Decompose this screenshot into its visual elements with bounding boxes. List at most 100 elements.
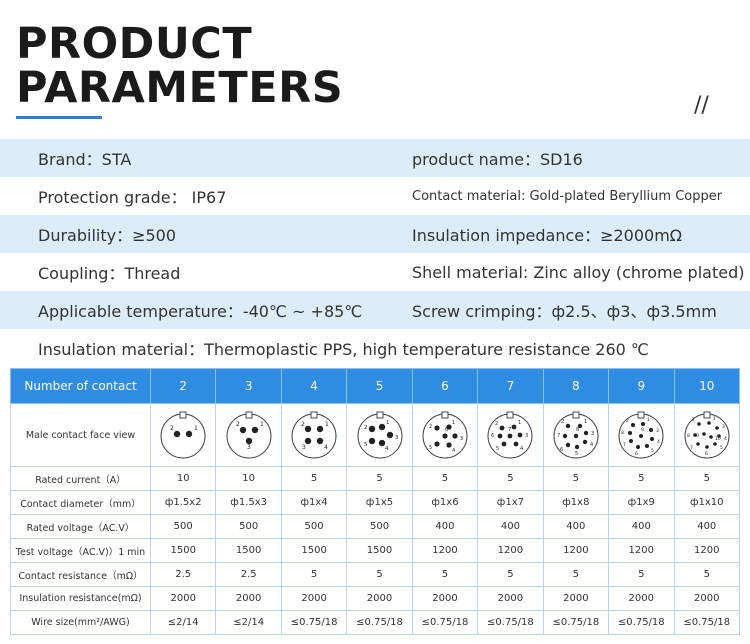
table-cell: 400 xyxy=(411,514,479,539)
table-cell: 2.5 xyxy=(149,562,217,587)
contact-pin xyxy=(636,445,641,449)
table-cell: 1500 xyxy=(149,538,217,563)
param-screw-crimping: Screw crimping：ф2.5、ф3、ф3.5mm xyxy=(412,302,717,321)
table-cell: 400 xyxy=(542,514,610,539)
pin-number: 4 xyxy=(590,442,593,448)
contact-pin xyxy=(708,435,713,439)
table-cell: 2000 xyxy=(411,586,479,611)
table-cell: ф1x8 xyxy=(542,490,610,515)
connector-key xyxy=(376,411,384,419)
contact-pin xyxy=(316,437,324,445)
table-cell: ≤0.75/18 xyxy=(542,610,610,635)
table-cell: ф1x4 xyxy=(280,490,348,515)
pin-number: 9 xyxy=(641,427,644,433)
pin-number: 1 xyxy=(647,417,650,423)
contact-count: 4 xyxy=(280,368,348,404)
connector-key xyxy=(506,411,514,419)
table-row: Wire size(mm²/AWG) ≤2/14 ≤2/14 ≤0.75/18 ≤0.7… xyxy=(10,610,740,635)
contact-pin xyxy=(316,425,324,433)
table-cell: 1200 xyxy=(542,538,610,563)
param-coupling: Coupling：Thread xyxy=(38,264,181,283)
table-cell: 1500 xyxy=(215,538,282,563)
contact-pin xyxy=(582,439,588,445)
pin-number: 4 xyxy=(385,446,389,452)
pin-number: 5 xyxy=(364,442,368,448)
pin-number: 7 xyxy=(690,445,693,451)
table-cell: ≤0.75/18 xyxy=(346,610,413,635)
table-cell: ф1x5 xyxy=(346,490,413,515)
connector-face-icon: 2 1 34 5 xyxy=(357,411,403,459)
table-row: Contact resistance（mΩ） 2.5 2.5 5 5 5 5 5 5 5 xyxy=(10,562,740,587)
table-row: Insulation resistance(mΩ) 2000 2000 2000 200… xyxy=(10,586,740,611)
contact-pin xyxy=(186,430,193,438)
contact-pin xyxy=(251,426,258,434)
table-row: Rated voltage（AC.V） 500 500 500 500 400 400 400… xyxy=(10,514,740,539)
table-cell: ф1.5x2 xyxy=(149,490,217,515)
face-view-cell: 2 1 3 4 5 6 7 xyxy=(477,403,544,467)
table-cell: 500 xyxy=(149,514,217,539)
pin-number: 7 xyxy=(557,433,560,439)
table-cell: ф1x9 xyxy=(608,490,675,515)
row-label: Rated current（A） xyxy=(10,466,151,491)
connector-face-icon: 2 1 3 4 5 6 7 xyxy=(487,411,533,459)
contact-pin xyxy=(650,437,655,441)
connector-face-icon: 2 1 34 5 6 xyxy=(422,411,468,459)
contact-pin xyxy=(174,430,181,438)
pin-number: 1 xyxy=(194,425,198,432)
pin-number: 8 xyxy=(621,430,624,436)
contact-pin xyxy=(628,431,633,435)
row-label: Rated voltage（AC.V） xyxy=(10,514,151,539)
connector-outline xyxy=(160,413,206,459)
contact-pin xyxy=(631,423,636,427)
table-cell: 2000 xyxy=(280,586,348,611)
pin-number: 8 xyxy=(576,427,579,433)
table-cell: 1500 xyxy=(346,538,413,563)
table-cell: 2000 xyxy=(346,586,413,611)
table-cell: 5 xyxy=(411,562,479,587)
pin-number: 2 xyxy=(429,424,432,430)
face-view-cell: 2 1 3 xyxy=(215,403,282,467)
contact-pin xyxy=(518,432,523,438)
table-cell: 5 xyxy=(542,562,610,587)
page-title: PRODUCT PARAMETERS xyxy=(16,22,343,110)
param-row: Insulation material：Thermoplastic PPS, h… xyxy=(0,329,750,367)
connector-face-icon: 2 13 45 6 78 9 10 xyxy=(684,411,730,459)
table-cell: ф1x6 xyxy=(411,490,479,515)
table-cell: 2000 xyxy=(673,586,740,611)
title-underline xyxy=(16,116,102,119)
contact-pin xyxy=(573,433,579,439)
table-cell: 400 xyxy=(477,514,544,539)
contact-pin xyxy=(514,441,519,447)
pin-number: 2 xyxy=(626,418,629,424)
contact-pin xyxy=(565,442,571,448)
table-cell: ≤2/14 xyxy=(149,610,217,635)
pin-number: 7 xyxy=(508,427,511,433)
pin-number: 4 xyxy=(324,444,328,451)
row-label: Wire size(mm²/AWG) xyxy=(10,610,151,635)
table-cell: 5 xyxy=(673,466,740,491)
connector-face-icon: 2 13 4 5 6 7 8 xyxy=(553,411,599,459)
contact-pin xyxy=(583,430,589,436)
contact-pin xyxy=(704,445,709,449)
face-view-label: Male contact face view xyxy=(10,403,151,467)
pin-number: 6 xyxy=(705,451,708,457)
pin-number: 1 xyxy=(452,420,455,426)
contact-pin xyxy=(386,431,393,439)
pin-number: 5 xyxy=(429,445,432,451)
connector-face-icon: 2 13 45 6 7 8 9 xyxy=(618,411,664,459)
table-cell: 1200 xyxy=(608,538,675,563)
pin-number: 10 xyxy=(715,436,721,442)
pin-number: 3 xyxy=(656,428,659,434)
pin-number: 4 xyxy=(724,436,727,442)
pin-number: 2 xyxy=(692,417,695,423)
contact-pin xyxy=(706,421,711,425)
pin-number: 1 xyxy=(584,419,587,425)
pin-number: 5 xyxy=(496,446,499,452)
connector-face-icon: 2 1 3 4 xyxy=(291,411,337,459)
table-row: Contact diameter（mm） ф1.5x2 ф1.5x3 ф1x4 ф1x5… xyxy=(10,490,740,515)
contact-pin xyxy=(639,434,644,438)
table-cell: 5 xyxy=(346,466,413,491)
contact-pin xyxy=(446,442,452,448)
